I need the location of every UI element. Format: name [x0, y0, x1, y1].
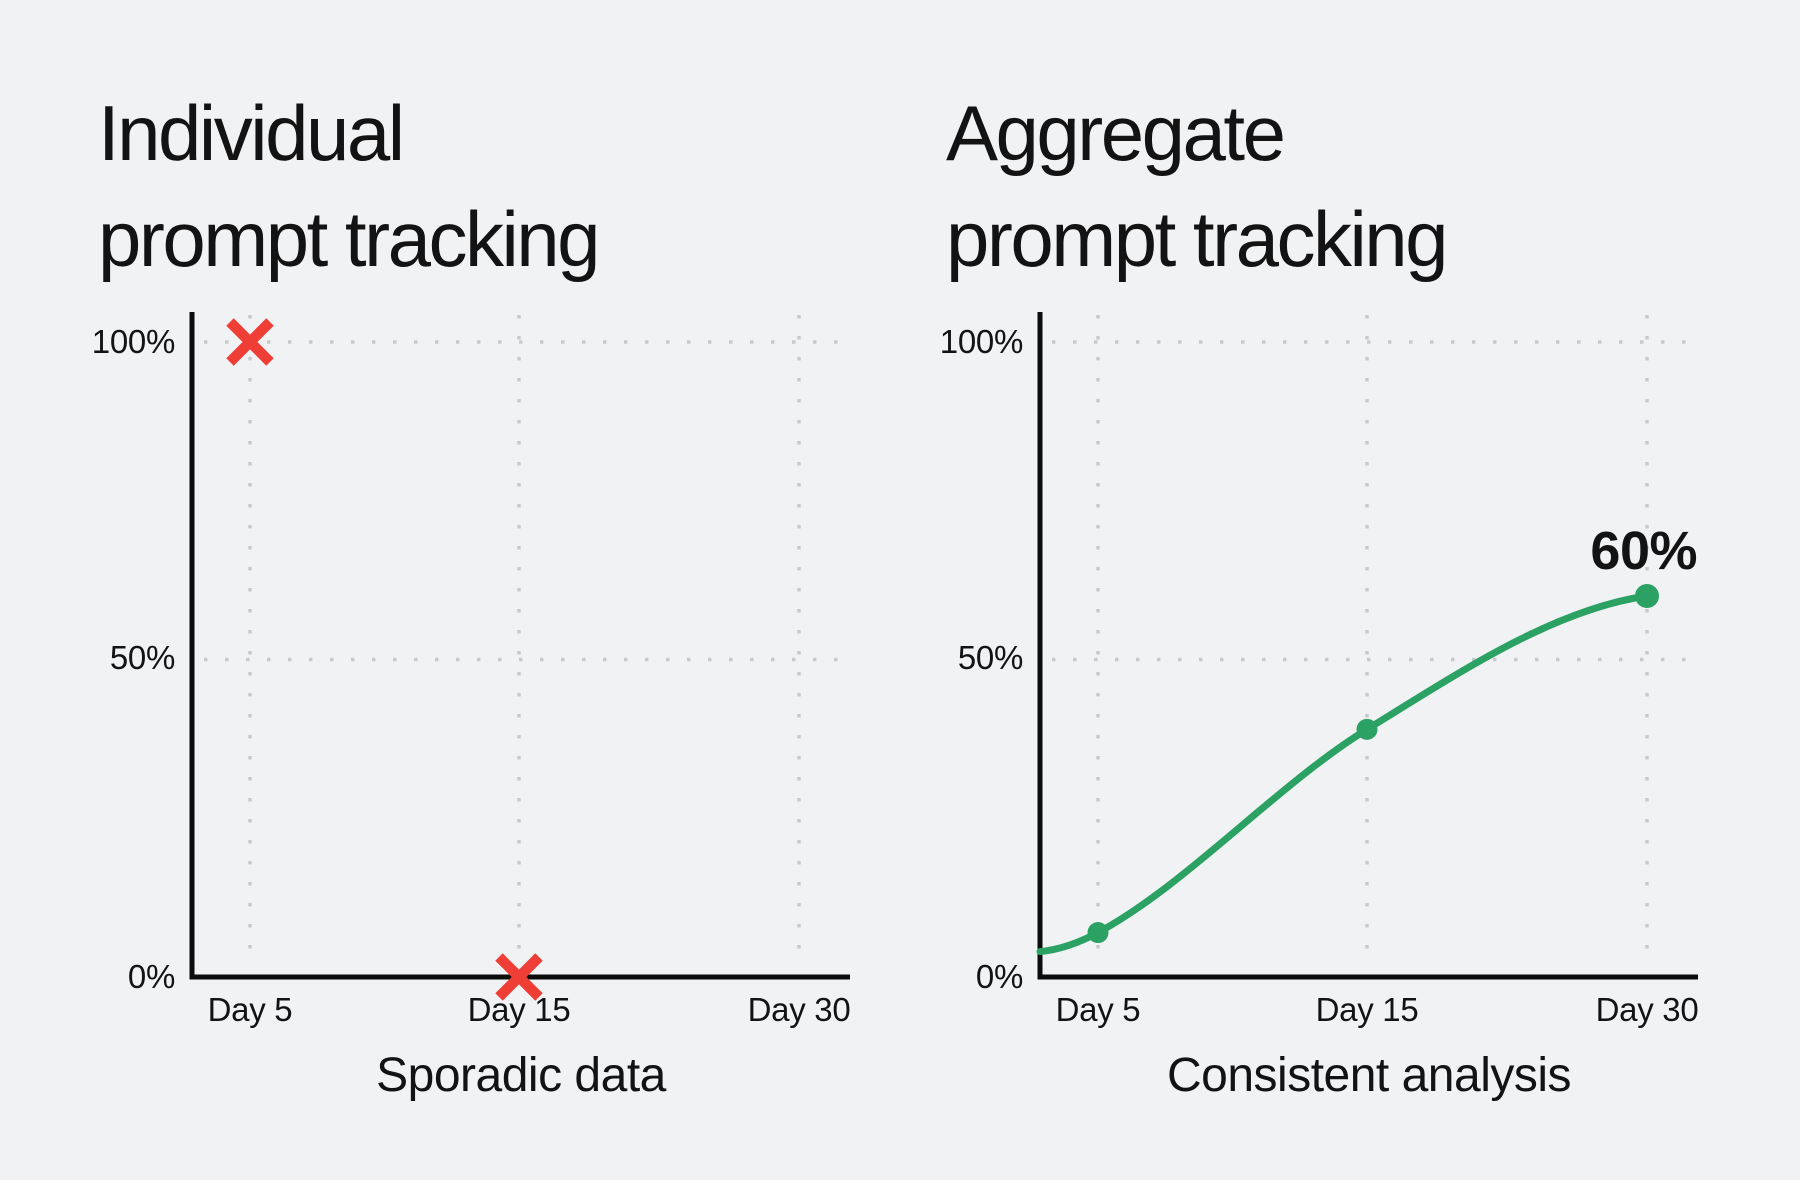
y-tick-label-100: 100%: [939, 323, 1024, 360]
x-tick-label-day15: Day 15: [467, 991, 571, 1028]
title-line-2: prompt tracking: [946, 195, 1449, 283]
chart-individual-title: Individual prompt tracking: [98, 80, 601, 292]
x-tick-label-day15: Day 15: [1315, 991, 1419, 1028]
final-value-annotation: 60%: [1590, 521, 1697, 581]
title-line-1: Aggregate: [946, 89, 1286, 177]
data-point-dot: [1087, 922, 1109, 944]
trend-line: [1036, 592, 1651, 956]
x-tick-label-day30: Day 30: [747, 991, 851, 1028]
y-tick-label-0: 0%: [127, 958, 175, 995]
chart-individual-subtitle: Sporadic data: [376, 1049, 666, 1102]
chart-aggregate-subtitle: Consistent analysis: [1166, 1049, 1572, 1102]
x-marker-line: [495, 953, 543, 1001]
y-tick-label-100: 100%: [91, 323, 176, 360]
x-marker-line: [226, 318, 274, 366]
y-tick-label-50: 50%: [109, 639, 175, 676]
x-tick-label-day5: Day 5: [1055, 991, 1141, 1028]
y-tick-label-0: 0%: [975, 958, 1023, 995]
title-line-2: prompt tracking: [98, 195, 601, 283]
x-tick-label-day5: Day 5: [207, 991, 293, 1028]
title-line-1: Individual: [98, 89, 405, 177]
data-point-dot: [1635, 584, 1659, 608]
data-point-dot: [1356, 718, 1378, 740]
y-tick-label-50: 50%: [957, 639, 1023, 676]
x-tick-label-day30: Day 30: [1595, 991, 1699, 1028]
chart-aggregate-title: Aggregate prompt tracking: [946, 80, 1449, 292]
